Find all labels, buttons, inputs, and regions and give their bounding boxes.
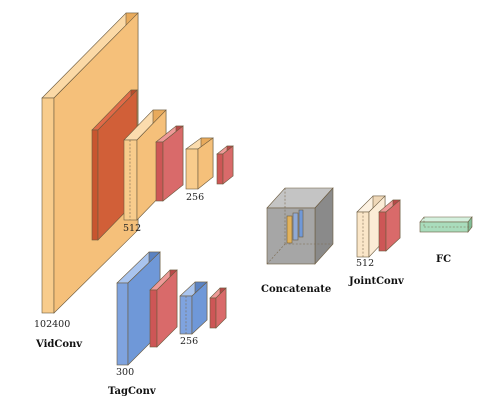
tagconv-dim-label-first: 300 [116,367,134,378]
jointconv-relu-layer [378,199,401,252]
concatenate-label: Concatenate [261,284,331,295]
vidconv-dim-label-third: 256 [186,192,204,203]
tagconv-pool-layer [209,287,227,329]
concatenate-cube [266,187,334,265]
vidconv-relu2-layer [155,125,184,202]
jointconv-label: JointConv [348,276,405,287]
tagconv-conv2-block [179,281,208,335]
tagconv-dim-label-second: 256 [180,336,198,347]
vidconv-pool-layer [216,145,234,185]
jointconv-dim-label: 512 [356,258,374,269]
tagconv-label: TagConv [108,386,157,397]
vidconv-dim-label-second: 512 [123,223,141,234]
concatenate-inner-features [286,209,304,244]
fc-layer [419,216,473,233]
vidconv-conv3-block [185,137,214,190]
vidconv-dim-label-first: 102400 [34,319,70,330]
fc-label: FC [436,254,451,265]
vidconv-label: VidConv [35,339,83,350]
tagconv-relu-layer [149,269,178,348]
